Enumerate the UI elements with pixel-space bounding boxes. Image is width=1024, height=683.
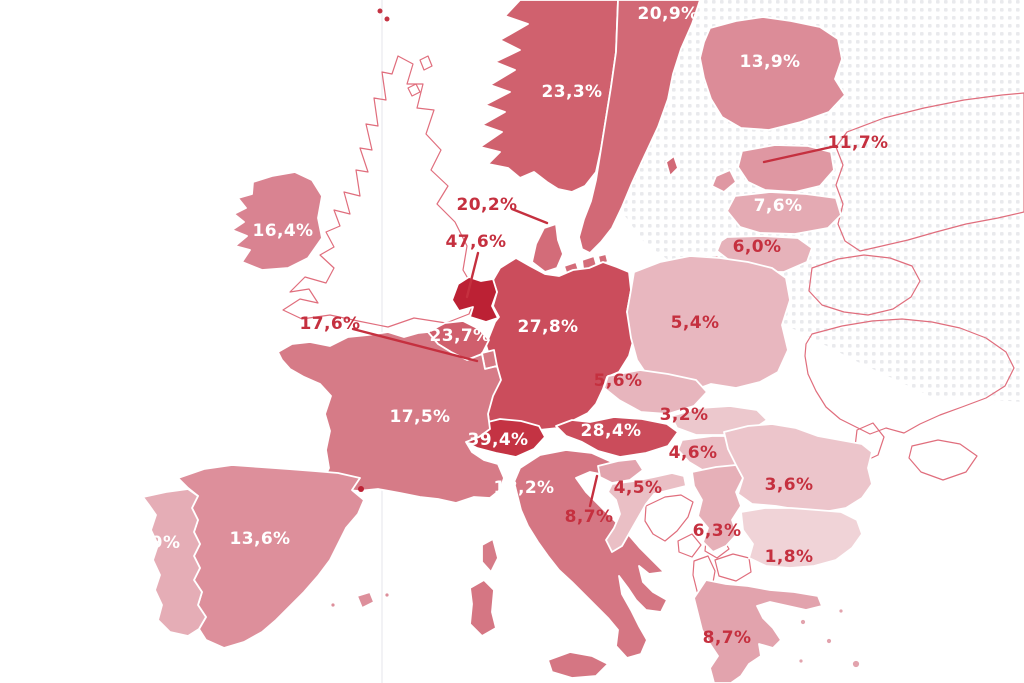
island-saaremaa[interactable]: [711, 169, 737, 193]
country-austria[interactable]: [555, 416, 679, 458]
country-estonia[interactable]: [737, 144, 835, 193]
island-corsica[interactable]: [481, 538, 499, 573]
value-label-es: 13,6%: [230, 529, 291, 549]
country-slovenia[interactable]: [597, 458, 644, 484]
value-label-ie: 16,4%: [253, 221, 314, 241]
value-label-bg: 1,8%: [765, 547, 814, 567]
value-label-ch: 39,4%: [468, 430, 529, 450]
value-label-nl: 47,6%: [446, 232, 507, 252]
country-greece[interactable]: [693, 579, 823, 683]
value-label-lu: 17,6%: [300, 314, 361, 334]
value-label-se: 20,9%: [638, 4, 699, 24]
value-label-gr: 8,7%: [703, 628, 752, 648]
country-poland[interactable]: [626, 255, 791, 393]
no-data-regions: [282, 55, 1024, 609]
island-sardinia[interactable]: [469, 579, 497, 637]
island-aegean-2[interactable]: [825, 637, 833, 645]
value-label-lv: 7,6%: [754, 196, 803, 216]
value-label-rs: 6,3%: [693, 521, 742, 541]
value-label-pt: 6,9%: [132, 533, 181, 553]
country-latvia[interactable]: [726, 191, 842, 235]
value-label-be: 23,7%: [430, 326, 491, 346]
value-label-ro: 3,6%: [765, 475, 814, 495]
country-netherlands[interactable]: [451, 276, 499, 323]
leader-line-nl: [465, 251, 480, 299]
microstate-andorra[interactable]: [358, 486, 364, 492]
value-label-fi: 13,9%: [740, 52, 801, 72]
country-sweden[interactable]: [578, 0, 701, 254]
leader-line-lu: [351, 327, 479, 363]
value-label-hu: 4,6%: [669, 443, 718, 463]
country-outline-montenegro[interactable]: [677, 533, 702, 558]
island-aegean-3[interactable]: [851, 659, 861, 669]
leader-lines: [351, 144, 838, 508]
value-label-sk: 3,2%: [660, 405, 709, 425]
country-bulgaria[interactable]: [740, 507, 863, 569]
island-gotland[interactable]: [665, 155, 679, 177]
leader-line-dk: [510, 207, 549, 225]
country-croatia[interactable]: [605, 472, 687, 553]
country-outline-ukraine[interactable]: [804, 318, 1015, 435]
country-outline-uk[interactable]: [282, 55, 478, 328]
country-france[interactable]: [277, 331, 505, 504]
leader-line-ee: [762, 144, 838, 164]
leader-line-si: [588, 474, 599, 508]
island-bornholm[interactable]: [597, 253, 609, 265]
value-label-hr: 4,5%: [614, 478, 663, 498]
country-italy[interactable]: [513, 449, 668, 659]
island-faroe-2[interactable]: [384, 16, 390, 22]
country-denmark[interactable]: [531, 223, 564, 273]
value-label-at: 28,4%: [581, 421, 642, 441]
value-label-si: 8,7%: [565, 507, 614, 527]
country-romania[interactable]: [723, 423, 873, 513]
value-label-it: 18,2%: [494, 478, 555, 498]
island-aegean-4[interactable]: [797, 657, 805, 665]
island-sicily[interactable]: [547, 651, 609, 679]
country-outline-shetland[interactable]: [419, 55, 433, 71]
value-label-fr: 17,5%: [390, 407, 451, 427]
value-label-de: 27,8%: [518, 317, 579, 337]
value-labels: 23,3% 20,9% 13,9% 11,7% 7,6% 6,0% 16,4% 20,2% 47…: [132, 4, 889, 648]
island-menorca[interactable]: [383, 591, 391, 599]
country-outline-north-macedonia[interactable]: [714, 553, 752, 582]
value-label-cz: 5,6%: [594, 371, 643, 391]
data-countries: [142, 0, 873, 683]
island-aegean-1[interactable]: [799, 618, 807, 626]
country-portugal[interactable]: [142, 488, 207, 637]
country-outline-orkney[interactable]: [407, 83, 421, 97]
value-label-pl: 5,4%: [671, 313, 720, 333]
value-label-lt: 6,0%: [733, 237, 782, 257]
value-label-no: 23,3%: [542, 82, 603, 102]
country-outline-bosnia[interactable]: [644, 494, 694, 542]
island-faroe-1[interactable]: [377, 8, 383, 14]
island-aegean-5[interactable]: [837, 607, 845, 615]
country-ireland[interactable]: [231, 171, 323, 271]
value-label-ee: 11,7%: [828, 133, 889, 153]
island-ibiza[interactable]: [329, 601, 337, 609]
country-finland[interactable]: [699, 16, 846, 131]
island-mallorca[interactable]: [356, 591, 375, 609]
country-outline-crimea[interactable]: [908, 439, 978, 481]
country-outline-belarus[interactable]: [808, 254, 921, 316]
country-czechia[interactable]: [603, 369, 708, 415]
country-outline-russia[interactable]: [835, 92, 1024, 252]
value-label-dk: 20,2%: [457, 195, 518, 215]
